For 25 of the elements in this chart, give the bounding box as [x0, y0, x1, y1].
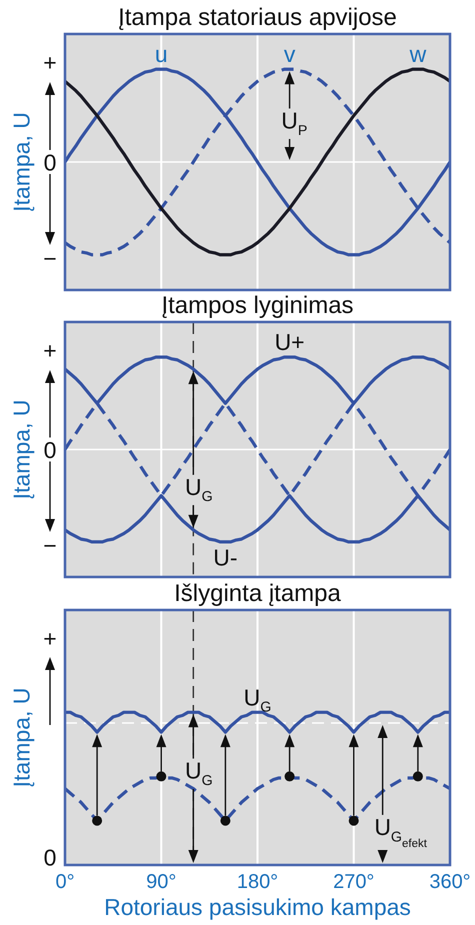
series-label: v: [284, 41, 296, 68]
text: 0: [44, 436, 56, 463]
series-label: U-: [213, 544, 238, 570]
y-axis-title: Įtampa, U: [8, 400, 34, 500]
chart-title: Išlyginta įtampa: [174, 580, 342, 607]
text: −: [43, 245, 57, 272]
chart-title: Įtampos lyginimas: [161, 292, 354, 319]
series-label: w: [408, 41, 427, 68]
text: +: [43, 337, 57, 364]
text: 0: [44, 844, 56, 870]
series-label: U+: [274, 329, 305, 356]
x-tick-label: 180°: [236, 871, 278, 893]
x-tick-label: 270°: [333, 871, 374, 893]
chart-title: Įtampa statoriaus apvijose: [118, 4, 397, 31]
y-axis-title: Įtampa, U: [8, 112, 34, 212]
text: −: [43, 532, 57, 558]
x-axis-title: Rotoriaus pasisukimo kampas: [104, 894, 411, 920]
x-tick-label: 0°: [55, 871, 75, 893]
text: 0: [44, 149, 56, 176]
text: +: [43, 49, 57, 76]
y-axis-title: Įtampa, U: [8, 688, 34, 788]
x-tick-label: 360°: [429, 871, 471, 893]
x-tick-label: 90°: [146, 871, 176, 893]
series-label: u: [154, 41, 168, 68]
text: +: [43, 625, 57, 652]
